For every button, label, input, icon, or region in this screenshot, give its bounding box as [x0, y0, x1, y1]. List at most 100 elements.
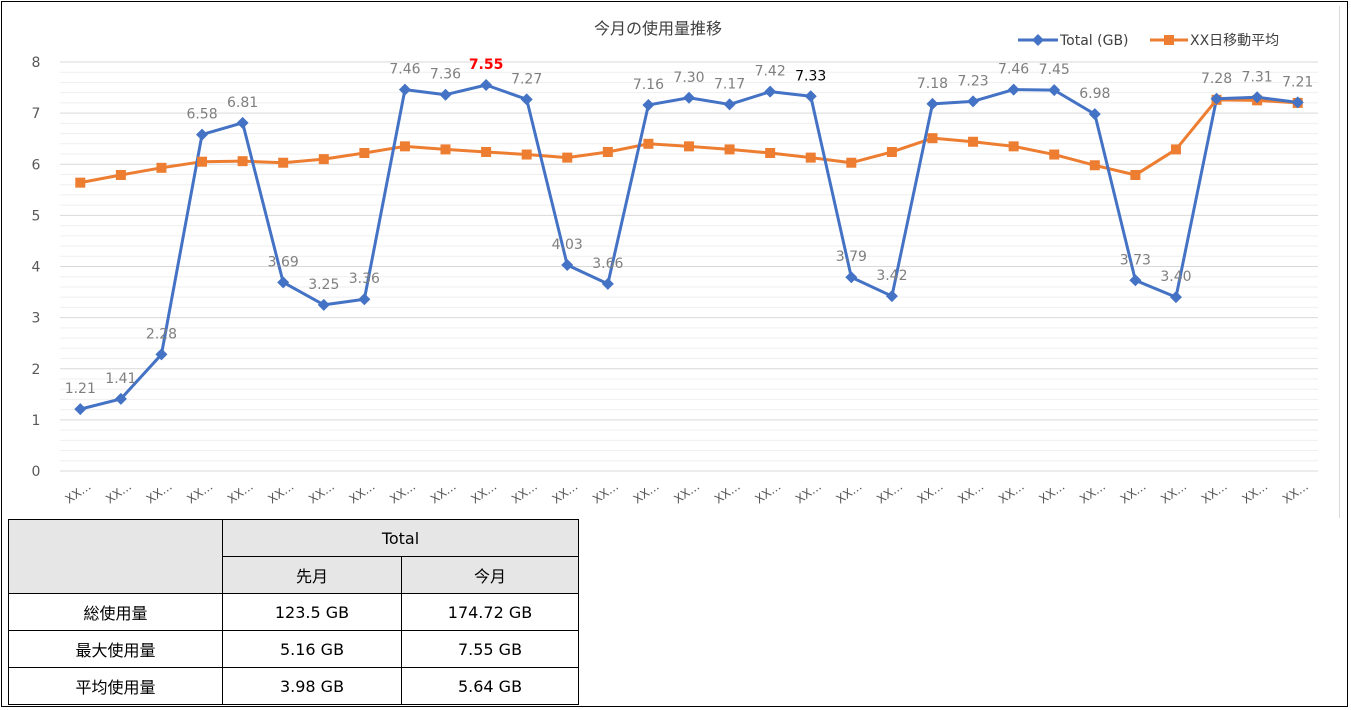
total-point [764, 85, 777, 98]
moving-average-point [846, 157, 857, 168]
total-data-label: 7.46 [389, 62, 420, 78]
total-point [804, 90, 817, 103]
moving-average-point [968, 136, 979, 147]
x-tick-label: XX... [428, 479, 459, 506]
usage-summary-table: Total 先月 今月 総使用量 123.5 GB 174.72 GB 最大使用… [8, 519, 579, 705]
y-tick-label: 5 [32, 208, 41, 224]
total-data-label: 6.98 [1079, 86, 1110, 102]
row-label: 平均使用量 [8, 667, 223, 705]
y-tick-label: 3 [32, 311, 41, 327]
moving-average-point [562, 152, 573, 163]
cell-this-month: 174.72 GB [401, 593, 579, 631]
total-point [845, 271, 858, 284]
x-tick-label: XX... [103, 479, 134, 506]
total-point [1251, 91, 1264, 104]
total-point [74, 403, 87, 416]
total-point [723, 98, 736, 111]
x-tick-label: XX... [550, 479, 581, 506]
x-tick-label: XX... [1199, 479, 1230, 506]
col-header-last-month: 先月 [222, 556, 402, 594]
total-data-label: 3.25 [308, 277, 339, 293]
total-data-label: 7.36 [430, 67, 461, 83]
total-data-label: 7.55 [469, 57, 504, 73]
total-data-label: 3.69 [268, 254, 299, 270]
total-data-label: 3.79 [836, 249, 867, 265]
y-tick-label: 6 [32, 157, 41, 173]
total-point [926, 97, 939, 110]
x-tick-label: XX... [63, 479, 94, 506]
moving-average-point [1008, 141, 1019, 152]
moving-average-point [278, 157, 289, 168]
x-tick-label: XX... [184, 479, 215, 506]
total-data-label: 3.66 [592, 256, 623, 272]
total-point [277, 276, 290, 289]
total-data-label: 7.28 [1201, 71, 1232, 87]
chart-right-border [1339, 6, 1340, 518]
x-tick-label: XX... [347, 479, 378, 506]
moving-average-point [115, 169, 126, 180]
moving-average-point [1170, 144, 1181, 155]
total-point [1007, 83, 1020, 96]
x-tick-label: XX... [874, 479, 905, 506]
total-point [398, 83, 411, 96]
cell-last-month: 5.16 GB [222, 630, 402, 668]
x-tick-label: XX... [509, 479, 540, 506]
row-label: 最大使用量 [8, 630, 223, 668]
total-data-label: 7.46 [998, 62, 1029, 78]
legend-total-marker [1032, 34, 1044, 46]
total-data-label: 7.17 [714, 76, 745, 92]
cell-last-month: 3.98 GB [222, 667, 402, 705]
legend-ma-label: XX日移動平均 [1190, 33, 1279, 49]
x-tick-label: XX... [144, 479, 175, 506]
moving-average-point [156, 162, 167, 173]
col-header-this-month: 今月 [401, 556, 579, 594]
total-point [236, 116, 249, 129]
total-point [155, 348, 168, 361]
total-point [1048, 84, 1061, 97]
total-data-label: 7.42 [755, 64, 786, 80]
x-tick-label: XX... [265, 479, 296, 506]
y-tick-label: 0 [32, 464, 41, 480]
x-tick-label: XX... [1158, 479, 1189, 506]
total-data-label: 3.73 [1120, 252, 1151, 268]
moving-average-line [80, 98, 1298, 185]
cell-last-month: 123.5 GB [222, 593, 402, 631]
x-tick-label: XX... [1280, 479, 1311, 506]
total-data-label: 2.28 [146, 326, 177, 342]
moving-average-point [602, 146, 613, 157]
total-point [1291, 96, 1304, 109]
table-row: 総使用量 123.5 GB 174.72 GB [8, 593, 579, 631]
x-tick-label: XX... [996, 479, 1027, 506]
x-tick-label: XX... [834, 479, 865, 506]
total-data-label: 1.41 [105, 371, 136, 387]
moving-average-point [318, 154, 329, 165]
total-point [561, 258, 574, 271]
total-point [196, 128, 209, 141]
moving-average-point [75, 177, 86, 188]
total-point [885, 290, 898, 303]
moving-average-point [359, 148, 370, 159]
x-tick-label: XX... [752, 479, 783, 506]
x-tick-label: XX... [1239, 479, 1270, 506]
y-axis-ticks: 0 1 2 3 4 5 6 7 8 [32, 55, 41, 480]
moving-average-point [1130, 169, 1141, 180]
y-tick-label: 8 [32, 55, 41, 71]
total-point [317, 298, 330, 311]
total-data-label: 7.16 [633, 77, 664, 93]
total-point [520, 93, 533, 106]
moving-average-point [399, 141, 410, 152]
legend-item-total: Total (GB) [1018, 33, 1129, 49]
total-point [439, 88, 452, 101]
x-tick-label: XX... [590, 479, 621, 506]
moving-average-point [643, 138, 654, 149]
total-data-label: 6.58 [186, 107, 217, 123]
moving-average-point [521, 149, 532, 160]
x-tick-label: XX... [915, 479, 946, 506]
x-axis-ticks: XX... XX... XX... XX... XX... XX... XX... XX...… [63, 479, 1311, 506]
total-data-label: 7.33 [795, 68, 826, 84]
total-data-label: 7.23 [957, 73, 988, 89]
moving-average-point [440, 144, 451, 155]
